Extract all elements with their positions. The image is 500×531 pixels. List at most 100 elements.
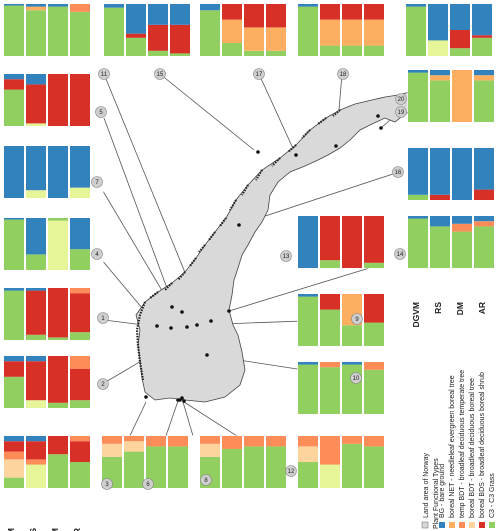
site-badge: 4 bbox=[91, 248, 103, 260]
bar-segment-BG bbox=[26, 356, 46, 362]
badge-circle bbox=[97, 312, 109, 324]
bar-segment-BDS bbox=[48, 288, 68, 338]
leader-line bbox=[228, 265, 377, 312]
pft-panel bbox=[3, 145, 104, 199]
bar-segment-BDS bbox=[26, 441, 46, 460]
pft-panel bbox=[199, 3, 300, 57]
bar-segment-C3 bbox=[320, 309, 340, 346]
bar-segment-BG bbox=[4, 436, 24, 442]
bar-segment-temp bbox=[452, 223, 472, 232]
site-point bbox=[334, 144, 338, 148]
bar-segment-C3 bbox=[26, 10, 46, 57]
bar-segment-C3 bbox=[146, 446, 166, 488]
badge-label: 2 bbox=[101, 382, 105, 388]
bar-segment-BDS bbox=[70, 74, 90, 126]
badge-label: 18 bbox=[340, 72, 347, 78]
bar-segment-BDT bbox=[298, 446, 318, 462]
bar-segment-NET bbox=[364, 19, 384, 46]
method-label: DGVM bbox=[6, 528, 16, 531]
bar-segment-C3 bbox=[4, 290, 24, 340]
site-point bbox=[178, 398, 182, 402]
bar-segment-temp bbox=[320, 436, 340, 465]
legend-swatch-C3 bbox=[489, 522, 495, 528]
site-badge: 8 bbox=[200, 474, 212, 486]
site-point bbox=[144, 395, 148, 399]
badge-label: 6 bbox=[146, 482, 150, 488]
site-badge: 7 bbox=[91, 176, 103, 188]
badge-circle bbox=[350, 372, 362, 384]
pft-panel bbox=[297, 361, 398, 415]
site-badge: 3 bbox=[101, 478, 113, 490]
badge-label: 14 bbox=[397, 252, 404, 258]
legend-swatch-temp bbox=[459, 522, 465, 528]
bar-segment-C3 bbox=[266, 446, 286, 488]
bar-segment-BDS bbox=[4, 79, 24, 90]
site-point bbox=[205, 353, 209, 357]
site-badge: 17 bbox=[253, 68, 265, 80]
site-point bbox=[170, 305, 174, 309]
bar-segment-temp bbox=[364, 362, 384, 370]
bar-segment-BG bbox=[4, 4, 24, 6]
leader-line bbox=[159, 73, 255, 151]
site-badge: 2 bbox=[97, 378, 109, 390]
bar-segment-BG bbox=[430, 216, 450, 227]
bar-segment-C3 bbox=[408, 218, 428, 268]
bar-segment-temp bbox=[70, 436, 90, 442]
bar-segment-BG bbox=[200, 4, 220, 11]
bar-segment-C3 bbox=[364, 446, 384, 488]
badge-label: 4 bbox=[95, 252, 99, 258]
site-point bbox=[256, 150, 260, 154]
bar-segment-NET bbox=[474, 75, 494, 81]
legend-item-label: BG - bare ground bbox=[439, 464, 446, 518]
bar-segment-BDS bbox=[320, 294, 340, 310]
bar-segment-BG bbox=[70, 218, 90, 250]
pft-panel bbox=[3, 287, 104, 341]
bar-segment-grass_light bbox=[320, 464, 340, 488]
bar-segment-BG bbox=[26, 4, 46, 7]
bar-segment-C3 bbox=[450, 48, 470, 56]
bar-segment-temp bbox=[102, 436, 122, 444]
bar-segment-BDS bbox=[320, 4, 340, 20]
bar-segment-temp bbox=[244, 436, 264, 447]
badge-label: 5 bbox=[99, 110, 103, 116]
bar-segment-C3 bbox=[26, 254, 46, 270]
bar-segment-BDS bbox=[126, 33, 146, 38]
bar-segment-BDS bbox=[320, 216, 340, 261]
site-point bbox=[237, 223, 241, 227]
pft-panel bbox=[3, 3, 104, 57]
bar-segment-BDS bbox=[70, 369, 90, 401]
bar-segment-NET bbox=[452, 70, 472, 122]
legend-swatch-BDS bbox=[479, 522, 485, 528]
bar-segment-C3 bbox=[4, 5, 24, 56]
site-badge: 20 bbox=[395, 93, 407, 105]
pft-panel bbox=[3, 435, 104, 489]
bar-segment-BDS bbox=[222, 4, 242, 20]
bar-segment-BG bbox=[148, 4, 168, 25]
badge-circle bbox=[285, 465, 297, 477]
bar-segment-BG bbox=[298, 4, 318, 7]
bar-segment-C3 bbox=[430, 226, 450, 268]
pft-panel bbox=[297, 215, 398, 269]
bar-segment-BDS bbox=[48, 74, 68, 126]
bar-segment-C3 bbox=[364, 262, 384, 268]
badge-label: 15 bbox=[157, 72, 164, 78]
site-point bbox=[227, 309, 231, 313]
bar-segment-C3 bbox=[48, 218, 68, 221]
bar-segment-C3 bbox=[200, 10, 220, 57]
bar-segment-C3 bbox=[4, 219, 24, 270]
badge-circle bbox=[394, 248, 406, 260]
bar-segment-BG bbox=[26, 288, 46, 291]
pft-panel bbox=[297, 435, 398, 489]
bar-segment-BDT bbox=[4, 459, 24, 478]
bar-segment-BDS bbox=[148, 24, 168, 51]
bar-segment-C3 bbox=[48, 337, 68, 340]
bar-segment-BG bbox=[406, 4, 426, 7]
bar-segment-C3 bbox=[70, 249, 90, 270]
site-badge: 16 bbox=[392, 166, 404, 178]
bar-segment-BDS bbox=[472, 35, 492, 38]
site-point bbox=[376, 114, 380, 118]
bar-segment-temp bbox=[320, 362, 340, 368]
badge-circle bbox=[395, 93, 407, 105]
pft-panel bbox=[101, 435, 202, 489]
